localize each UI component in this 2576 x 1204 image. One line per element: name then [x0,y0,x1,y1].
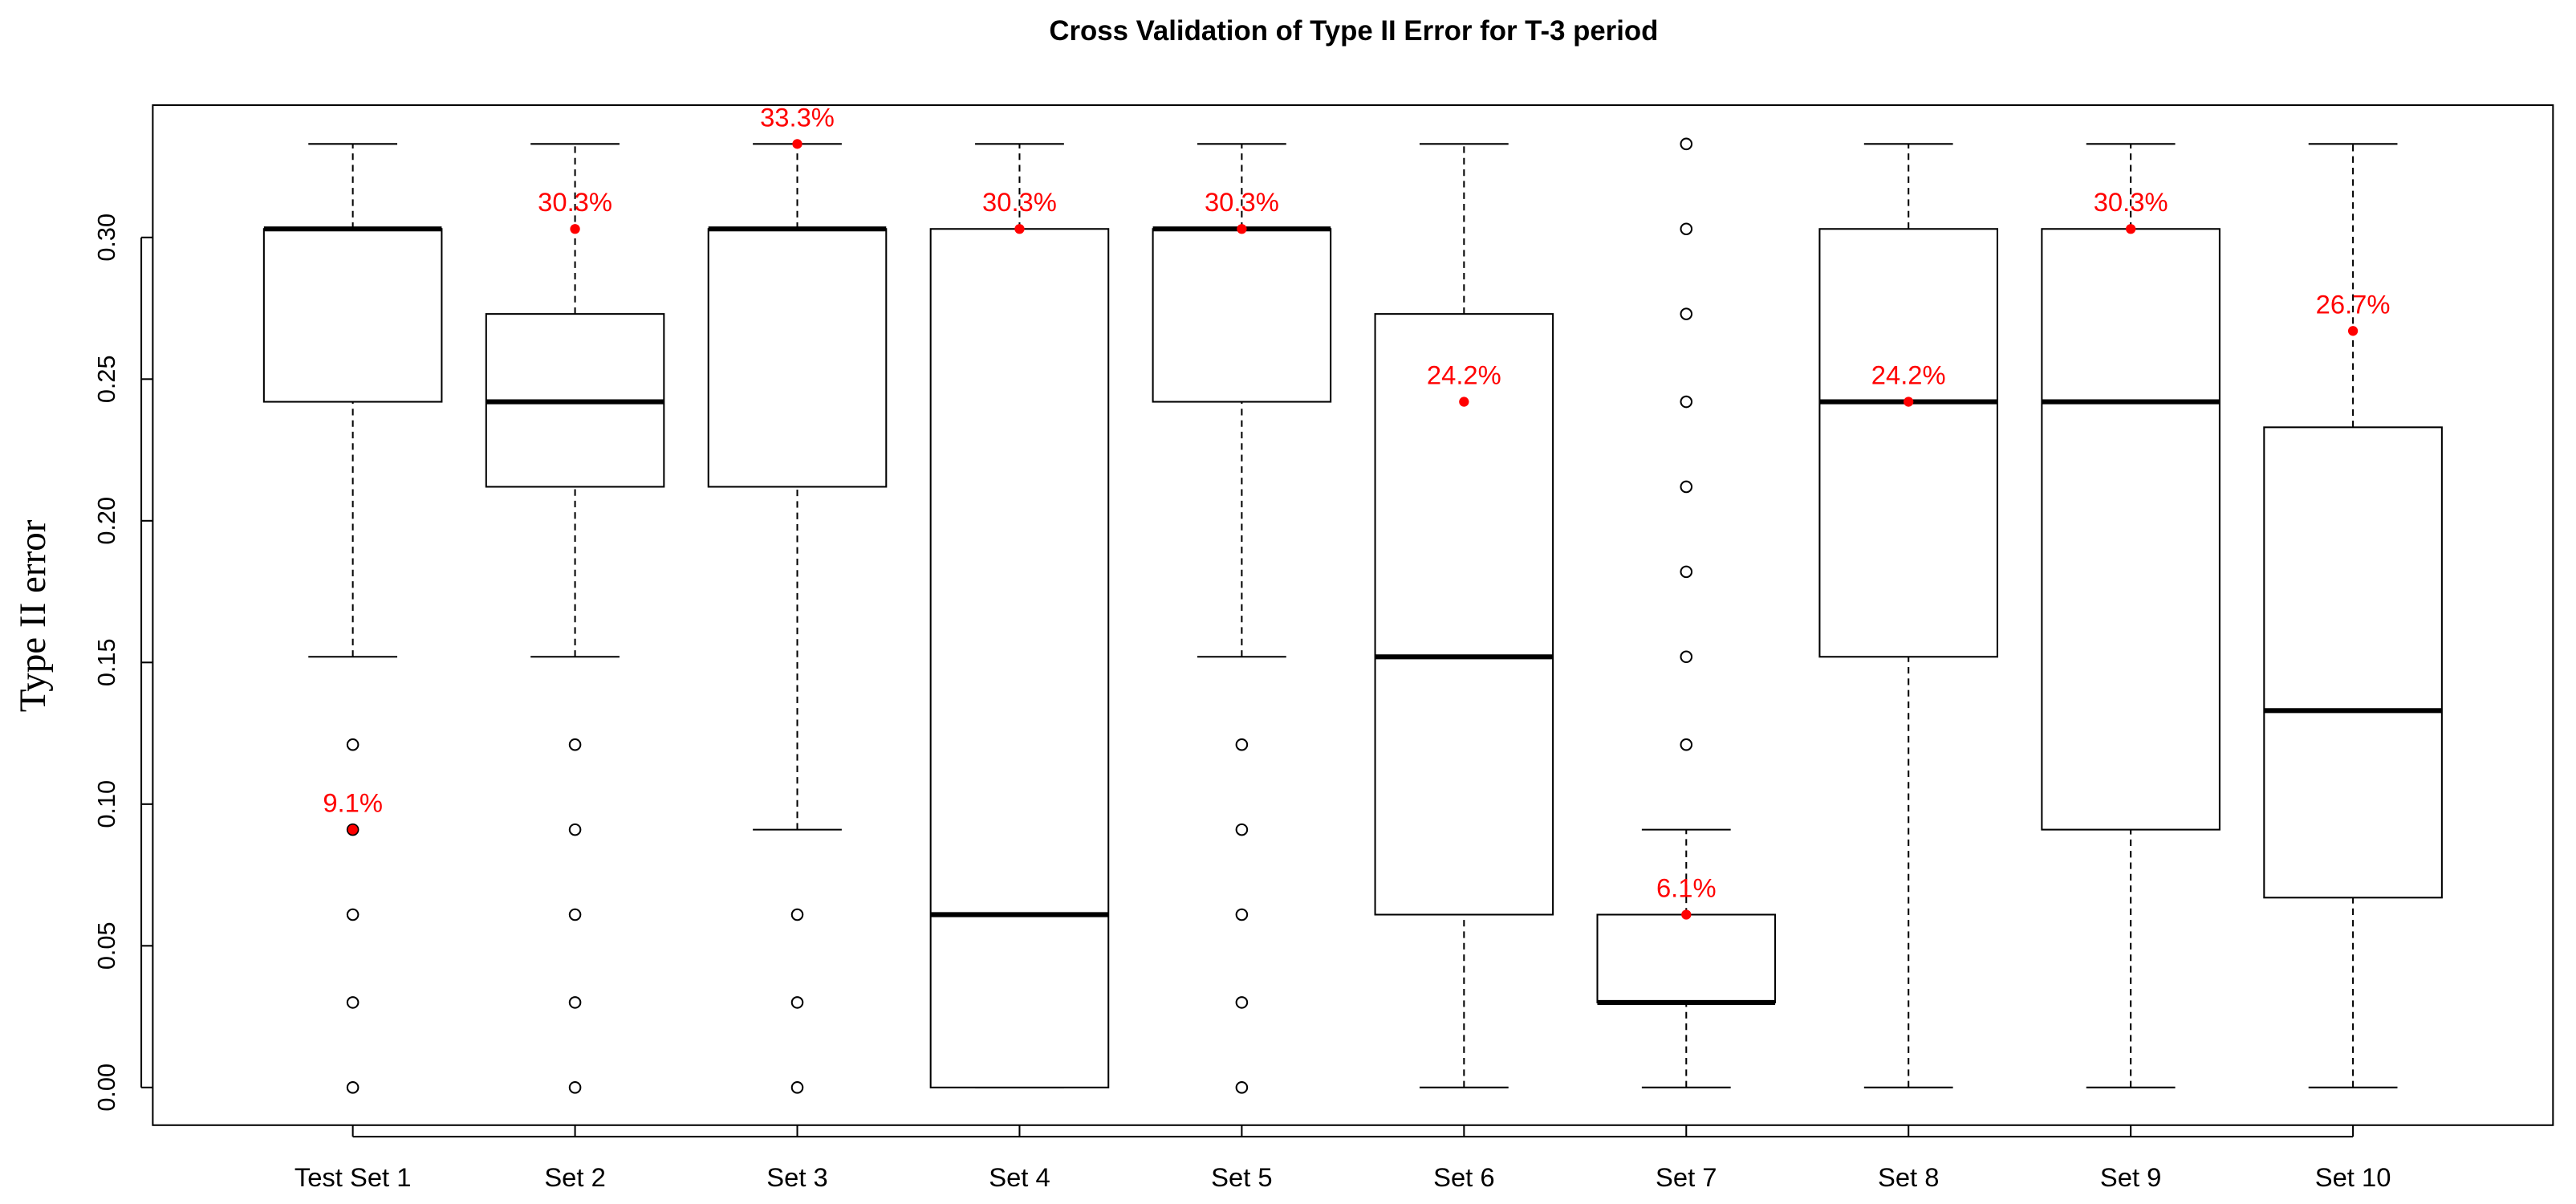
x-tick-label: Set 2 [544,1162,605,1192]
box [262,228,443,403]
box [1152,228,1332,403]
outlier [346,1081,360,1094]
highlight-point [2126,224,2136,234]
outlier [1235,1081,1249,1094]
x-tick-label: Set 7 [1656,1162,1717,1192]
highlight-point [2347,326,2359,336]
highlight-label: 30.3% [982,187,1057,217]
outlier [790,996,804,1009]
highlight-label: 26.7% [2316,289,2391,319]
outlier [568,908,582,921]
outlier [1680,395,1693,409]
highlight-point [570,224,580,234]
highlight-point [1014,224,1025,234]
highlight-point [347,824,358,835]
x-tick-label: Set 4 [989,1162,1050,1192]
y-tick-label: 0.20 [92,497,120,545]
outlier [1680,738,1693,751]
outlier [568,996,582,1009]
outlier [1680,307,1693,320]
plot-frame [152,104,2554,1126]
highlight-label: 30.3% [1205,187,1279,217]
x-tick-label: Set 5 [1211,1162,1272,1192]
x-tick-label: Set 9 [2100,1162,2161,1192]
highlight-label: 9.1% [323,788,383,818]
x-tick-label: Set 8 [1878,1162,1939,1192]
box [2041,228,2220,831]
outlier [1235,908,1249,921]
highlight-point [792,139,802,149]
x-tick-label: Set 3 [766,1162,827,1192]
box [1596,913,1777,1003]
outlier [1680,650,1693,664]
outlier [790,1081,804,1094]
highlight-label: 33.3% [760,102,835,132]
box [1374,313,1554,916]
highlight-label: 24.2% [1871,360,1946,390]
y-axis-label: Type II error [12,519,54,712]
outlier [568,738,582,751]
outlier [1680,480,1693,494]
outlier [790,908,804,921]
outlier [1235,823,1249,836]
highlight-point [1459,397,1469,407]
highlight-point [1904,397,1914,407]
outlier [568,1081,582,1094]
outlier [1680,137,1693,151]
highlight-label: 30.3% [538,187,612,217]
x-tick-label: Set 6 [1433,1162,1494,1192]
y-tick-label: 0.30 [92,214,120,262]
box [1818,228,1999,658]
highlight-point [1681,909,1692,920]
chart-title: Cross Validation of Type II Error for T-… [1049,16,1658,47]
outlier [346,996,360,1009]
x-tick-label: Set 10 [2315,1162,2391,1192]
y-tick-label: 0.10 [92,780,120,828]
x-tick-label: Test Set 1 [295,1162,412,1192]
outlier [346,908,360,921]
box [707,228,888,488]
outlier [1235,996,1249,1009]
outlier [568,823,582,836]
outlier [1235,738,1249,751]
outlier [1680,565,1693,579]
y-tick-label: 0.15 [92,638,120,686]
y-tick-label: 0.25 [92,355,120,403]
highlight-point [1237,224,1247,234]
box [929,228,1110,1088]
box [2263,426,2443,899]
y-tick-label: 0.05 [92,921,120,970]
y-tick-label: 0.00 [92,1064,120,1112]
highlight-label: 24.2% [1427,360,1501,390]
outlier [346,738,360,751]
highlight-label: 30.3% [2094,187,2168,217]
outlier [1680,222,1693,236]
highlight-label: 6.1% [1656,872,1717,902]
